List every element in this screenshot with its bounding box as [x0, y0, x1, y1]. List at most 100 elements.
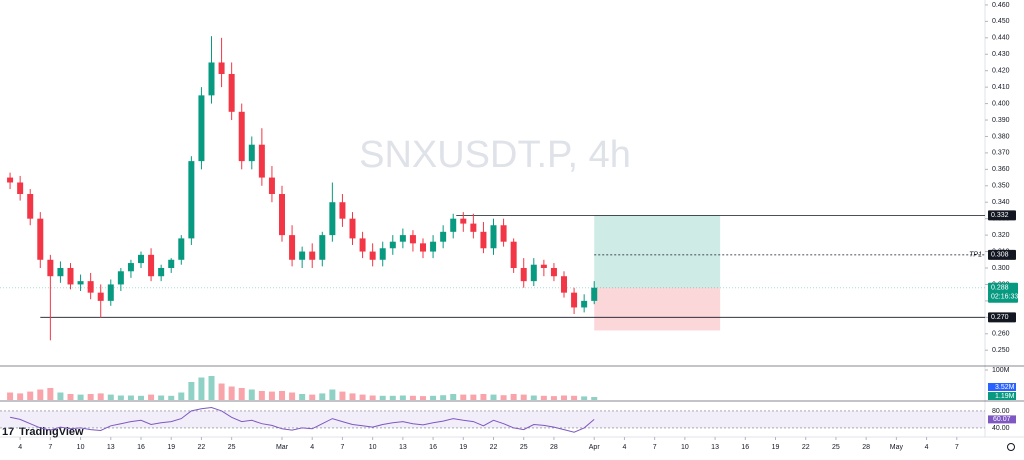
candle-body: [591, 287, 598, 301]
price-line-label: 0.308: [991, 252, 1009, 259]
volume-bar: [27, 391, 34, 400]
volume-bar: [490, 394, 497, 400]
rsi-value-label: 60.07: [993, 416, 1011, 423]
candle-body: [238, 111, 245, 162]
volume-bar: [460, 394, 467, 400]
volume-badge-label: 1.19M: [995, 393, 1015, 400]
last-price-badge: [988, 282, 1018, 303]
candle-body: [208, 62, 215, 96]
x-tick-label: 13: [107, 444, 115, 451]
x-tick-label: 13: [711, 444, 719, 451]
candle-body: [389, 241, 396, 249]
price-line-badge: [988, 249, 1016, 260]
candle-body: [228, 73, 235, 112]
volume-bar: [77, 394, 84, 400]
x-tick-label: 7: [653, 444, 657, 451]
volume-bar: [248, 389, 255, 400]
volume-bar: [289, 392, 296, 400]
volume-badge: [988, 392, 1016, 400]
volume-bar: [309, 394, 316, 400]
volume-bar: [430, 395, 437, 400]
volume-tick-label: 100M: [992, 367, 1010, 374]
volume-bar: [138, 395, 145, 400]
volume-bar: [339, 391, 346, 400]
candle-body: [27, 194, 34, 219]
rsi-badge: [988, 415, 1016, 424]
volume-bar: [349, 393, 356, 400]
x-tick-label: 10: [681, 444, 689, 451]
volume-bar: [550, 396, 557, 400]
brand-icon: 17: [2, 426, 14, 438]
candle-body: [87, 281, 94, 293]
volume-bar: [329, 389, 336, 400]
candle-body: [268, 177, 275, 195]
volume-bar: [571, 395, 578, 400]
volume-bar: [319, 393, 326, 400]
volume-bar: [57, 392, 64, 400]
x-tick-label: 16: [429, 444, 437, 451]
volume-bar: [127, 395, 134, 400]
stop-zone: [594, 287, 721, 331]
y-tick-label: 0.440: [992, 35, 1010, 42]
volume-bar: [148, 394, 155, 400]
y-tick-label: 0.350: [992, 183, 1010, 190]
candle-body: [17, 182, 24, 195]
price-line-badge: [988, 312, 1016, 323]
candle-body: [571, 292, 578, 308]
candle-body: [7, 177, 14, 183]
candle-body: [279, 194, 286, 236]
x-tick-label: Mar: [276, 444, 289, 451]
volume-bar: [440, 395, 447, 400]
x-tick-label: 4: [18, 444, 22, 451]
volume-bar: [279, 391, 286, 400]
x-tick-label: 19: [772, 444, 780, 451]
volume-badge-label: 3.52M: [995, 384, 1015, 391]
volume-bar: [450, 394, 457, 400]
volume-bar: [7, 392, 14, 400]
volume-bar: [47, 388, 54, 400]
y-tick-label: 0.370: [992, 150, 1010, 157]
volume-bar: [540, 395, 547, 400]
x-tick-label: 22: [198, 444, 206, 451]
volume-bar: [389, 395, 396, 400]
x-tick-label: 7: [340, 444, 344, 451]
candle-body: [399, 235, 406, 242]
volume-bar: [359, 394, 366, 400]
candle-body: [480, 231, 487, 249]
candle-body: [178, 238, 185, 260]
volume-bar: [158, 395, 165, 400]
volume-bar: [520, 394, 527, 400]
brand-logo: 17 TradingView: [2, 426, 84, 438]
volume-bar: [87, 394, 94, 400]
candle-body: [77, 281, 84, 285]
x-tick-label: 28: [550, 444, 558, 451]
candle-body: [158, 267, 165, 277]
candle-body: [359, 238, 366, 252]
volume-bar: [228, 386, 235, 400]
candle-body: [188, 161, 195, 239]
y-tick-label: 0.450: [992, 18, 1010, 25]
candle-body: [369, 251, 376, 260]
candle-body: [97, 292, 104, 301]
candle-body: [540, 264, 547, 268]
settings-icon[interactable]: [1007, 443, 1015, 451]
x-tick-label: 22: [802, 444, 810, 451]
y-tick-label: 0.300: [992, 265, 1010, 272]
y-tick-label: 0.410: [992, 84, 1010, 91]
x-tick-label: 7: [48, 444, 52, 451]
candle-body: [339, 202, 346, 219]
volume-bar: [188, 382, 195, 400]
volume-bar: [581, 396, 588, 400]
candle-body: [37, 218, 44, 260]
volume-bar: [480, 394, 487, 400]
x-tick-label: 19: [459, 444, 467, 451]
x-tick-label: 10: [77, 444, 85, 451]
volume-bar: [500, 395, 507, 400]
candle-body: [440, 231, 447, 242]
target-zone: [594, 215, 721, 288]
volume-bar: [67, 394, 74, 400]
price-line-label: 0.332: [991, 212, 1009, 219]
volume-bar: [409, 395, 416, 400]
candle-body: [500, 225, 507, 242]
